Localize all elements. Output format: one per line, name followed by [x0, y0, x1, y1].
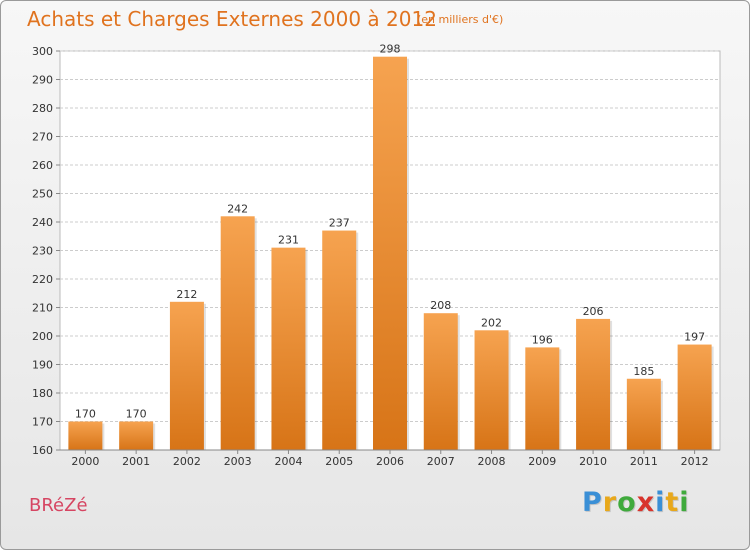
x-tick-label: 2000: [71, 455, 99, 468]
x-tick-label: 2005: [325, 455, 353, 468]
commune-name: BRéZé: [29, 495, 88, 516]
y-tick-label: 280: [32, 102, 53, 115]
y-tick-label: 210: [32, 302, 53, 315]
bar-value-label: 237: [329, 217, 350, 230]
bar-value-label: 185: [633, 365, 654, 378]
bar-value-label: 170: [126, 408, 147, 421]
x-tick-label: 2002: [173, 455, 201, 468]
bar-value-label: 242: [227, 202, 248, 215]
bar: [677, 344, 712, 450]
bar-value-label: 298: [380, 43, 401, 56]
y-tick-label: 260: [32, 159, 53, 172]
y-tick-label: 180: [32, 387, 53, 400]
x-tick-label: 2008: [478, 455, 506, 468]
y-tick-label: 190: [32, 359, 53, 372]
y-tick-label: 270: [32, 131, 53, 144]
bar-value-label: 206: [583, 305, 604, 318]
bar: [220, 216, 255, 450]
x-tick-label: 2009: [528, 455, 556, 468]
x-tick-label: 2004: [274, 455, 302, 468]
bar-value-label: 170: [75, 408, 96, 421]
brand-letter: i: [679, 487, 690, 518]
y-tick-label: 230: [32, 245, 53, 258]
y-tick-label: 200: [32, 330, 53, 343]
x-tick-label: 2006: [376, 455, 404, 468]
y-tick-label: 290: [32, 74, 53, 87]
bar-value-label: 196: [532, 333, 553, 346]
brand-letter: i: [655, 487, 666, 518]
brand-letter: x: [636, 487, 656, 518]
bar-value-label: 212: [176, 288, 197, 301]
chart-subtitle: (en milliers d'€): [417, 13, 504, 26]
x-tick-label: 2010: [579, 455, 607, 468]
bar: [474, 330, 509, 450]
y-tick-label: 170: [32, 416, 53, 429]
bar-value-label: 231: [278, 234, 299, 247]
bar: [271, 247, 306, 450]
bar: [68, 421, 103, 450]
y-tick-label: 240: [32, 216, 53, 229]
brand-letter: o: [617, 487, 637, 518]
bar: [626, 378, 661, 450]
x-tick-label: 2003: [224, 455, 252, 468]
proxiti-logo[interactable]: Proxiti: [582, 487, 690, 518]
bar: [576, 318, 611, 450]
y-tick-label: 160: [32, 444, 53, 457]
bar-value-label: 208: [430, 299, 451, 312]
y-tick-label: 250: [32, 188, 53, 201]
x-tick-label: 2007: [427, 455, 455, 468]
bar: [169, 301, 204, 450]
x-tick-label: 2001: [122, 455, 150, 468]
y-tick-label: 220: [32, 273, 53, 286]
brand-letter: P: [582, 487, 603, 518]
bar-value-label: 197: [684, 331, 705, 344]
bar: [525, 347, 560, 450]
brand-letter: t: [665, 487, 680, 518]
y-tick-label: 300: [32, 45, 53, 58]
x-tick-label: 2011: [630, 455, 658, 468]
bar: [423, 313, 458, 450]
bar: [119, 421, 154, 450]
bar-value-label: 202: [481, 316, 502, 329]
bar: [373, 56, 407, 450]
brand-letter: r: [602, 487, 618, 518]
chart-title: Achats et Charges Externes 2000 à 2012: [27, 7, 437, 31]
bar: [322, 230, 357, 450]
x-tick-label: 2012: [681, 455, 709, 468]
